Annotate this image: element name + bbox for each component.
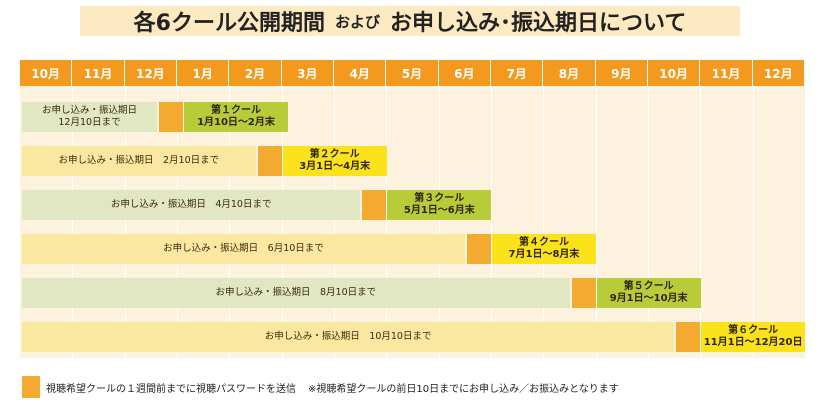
month-gridline xyxy=(595,60,597,358)
deadline-bar-2: お申し込み・振込期日 2月10日まで xyxy=(22,146,256,176)
cool-period: 11月1日～12月20日 xyxy=(703,337,803,348)
month-gridline xyxy=(752,60,754,358)
month-header-9: 6月 xyxy=(438,60,491,86)
cool-name: 第２クール xyxy=(309,148,360,160)
deadline-label-line: お申し込み・振込期日 xyxy=(41,105,137,117)
month-header-1: 10月 xyxy=(20,60,73,86)
month-header-15: 12月 xyxy=(752,60,805,86)
month-header-8: 5月 xyxy=(386,60,439,86)
legend-marker-swatch xyxy=(22,376,40,398)
cool-period-box-4: 第４クール 7月1日～8月末 xyxy=(491,234,596,264)
month-header-2: 11月 xyxy=(72,60,125,86)
legend-marker-text: 視聴希望クールの１週間前までに視聴パスワードを送信 xyxy=(46,384,296,395)
month-header-3: 12月 xyxy=(124,60,177,86)
month-header-row: 10月 11月 12月 1月 2月 3月 4月 5月 6月 7月 8月 9月 10月 11月 12月 xyxy=(20,60,805,86)
month-header-14: 11月 xyxy=(700,60,753,86)
deadline-bar-1: お申し込み・振込期日 12月10日まで xyxy=(22,102,157,132)
password-send-marker-1 xyxy=(158,102,183,132)
month-header-4: 1月 xyxy=(176,60,230,86)
page-title: 各6クール公開期間 および お申し込み･振込期日について xyxy=(80,4,740,38)
deadline-label: お申し込み・振込期日 12月10日まで xyxy=(42,105,137,129)
deadline-label-line: 12月10日まで xyxy=(58,117,121,128)
month-header-11: 8月 xyxy=(543,60,596,86)
cool-name: 第６クール xyxy=(728,324,779,336)
password-send-marker-3 xyxy=(362,190,387,220)
deadline-label: お申し込み・振込期日 4月10日まで xyxy=(111,199,272,211)
cool-period-box-3: 第３クール 5月1日～6月末 xyxy=(387,190,492,220)
deadline-label: お申し込み・振込期日 6月10日まで xyxy=(163,243,324,255)
title-connector: および xyxy=(334,12,380,31)
cool-period-box-2: 第２クール 3月1日～4月末 xyxy=(282,146,387,176)
password-send-marker-2 xyxy=(257,146,282,176)
cool-period: 9月1日～10月末 xyxy=(609,293,688,304)
month-header-10: 7月 xyxy=(490,60,544,86)
month-gridline xyxy=(386,60,388,358)
deadline-label: お申し込み・振込期日 2月10日まで xyxy=(59,155,220,167)
deadline-label-line: お申し込み・振込期日 10月10日まで xyxy=(264,331,432,343)
deadline-label-line: お申し込み・振込期日 4月10日まで xyxy=(110,199,272,211)
deadline-label: お申し込み・振込期日 10月10日まで xyxy=(265,331,432,343)
month-gridline xyxy=(700,60,702,358)
deadline-note: ※視聴希望クールの前日10日までにお申し込み／お振込みとなります xyxy=(308,384,619,395)
month-header-7: 4月 xyxy=(333,60,387,86)
cool-period: 7月1日～8月末 xyxy=(508,249,580,260)
cool-period-box-1: 第１クール 1月10日～2月末 xyxy=(183,102,288,132)
cool-period: 1月10日～2月末 xyxy=(197,117,275,128)
month-header-6: 3月 xyxy=(281,60,334,86)
cool-name: 第１クール xyxy=(210,104,261,116)
title-main: 各6クール公開期間 xyxy=(133,11,325,36)
month-header-12: 9月 xyxy=(595,60,648,86)
month-gridline xyxy=(490,60,492,358)
cool-period-box-5: 第５クール 9月1日～10月末 xyxy=(596,278,701,308)
deadline-label-line: お申し込み・振込期日 8月10日まで xyxy=(215,287,377,299)
month-gridline xyxy=(543,60,545,358)
password-send-marker-5 xyxy=(571,278,596,308)
password-send-marker-4 xyxy=(466,234,491,264)
cool-period: 3月1日～4月末 xyxy=(299,161,371,172)
cool-name: 第４クール xyxy=(518,236,569,248)
deadline-bar-3: お申し込み・振込期日 4月10日まで xyxy=(22,190,361,220)
deadline-bar-6: お申し込み・振込期日 10月10日まで xyxy=(22,322,675,352)
cool-period: 5月1日～6月末 xyxy=(403,205,475,216)
deadline-label: お申し込み・振込期日 8月10日まで xyxy=(215,287,376,299)
month-header-5: 2月 xyxy=(229,60,282,86)
deadline-label-line: お申し込み・振込期日 2月10日まで xyxy=(58,155,220,167)
cool-period-box-6: 第６クール 11月1日～12月20日 xyxy=(701,322,805,352)
title-band xyxy=(80,6,740,36)
cool-name: 第３クール xyxy=(414,192,465,204)
password-send-marker-6 xyxy=(676,322,701,352)
month-gridline xyxy=(647,60,649,358)
cool-name: 第５クール xyxy=(623,280,674,292)
deadline-bar-4: お申し込み・振込期日 6月10日まで xyxy=(22,234,465,264)
title-tail: お申し込み･振込期日について xyxy=(389,11,687,36)
deadline-label-line: お申し込み・振込期日 6月10日まで xyxy=(163,243,324,255)
month-header-13: 10月 xyxy=(647,60,701,86)
deadline-bar-5: お申し込み・振込期日 8月10日まで xyxy=(22,278,570,308)
